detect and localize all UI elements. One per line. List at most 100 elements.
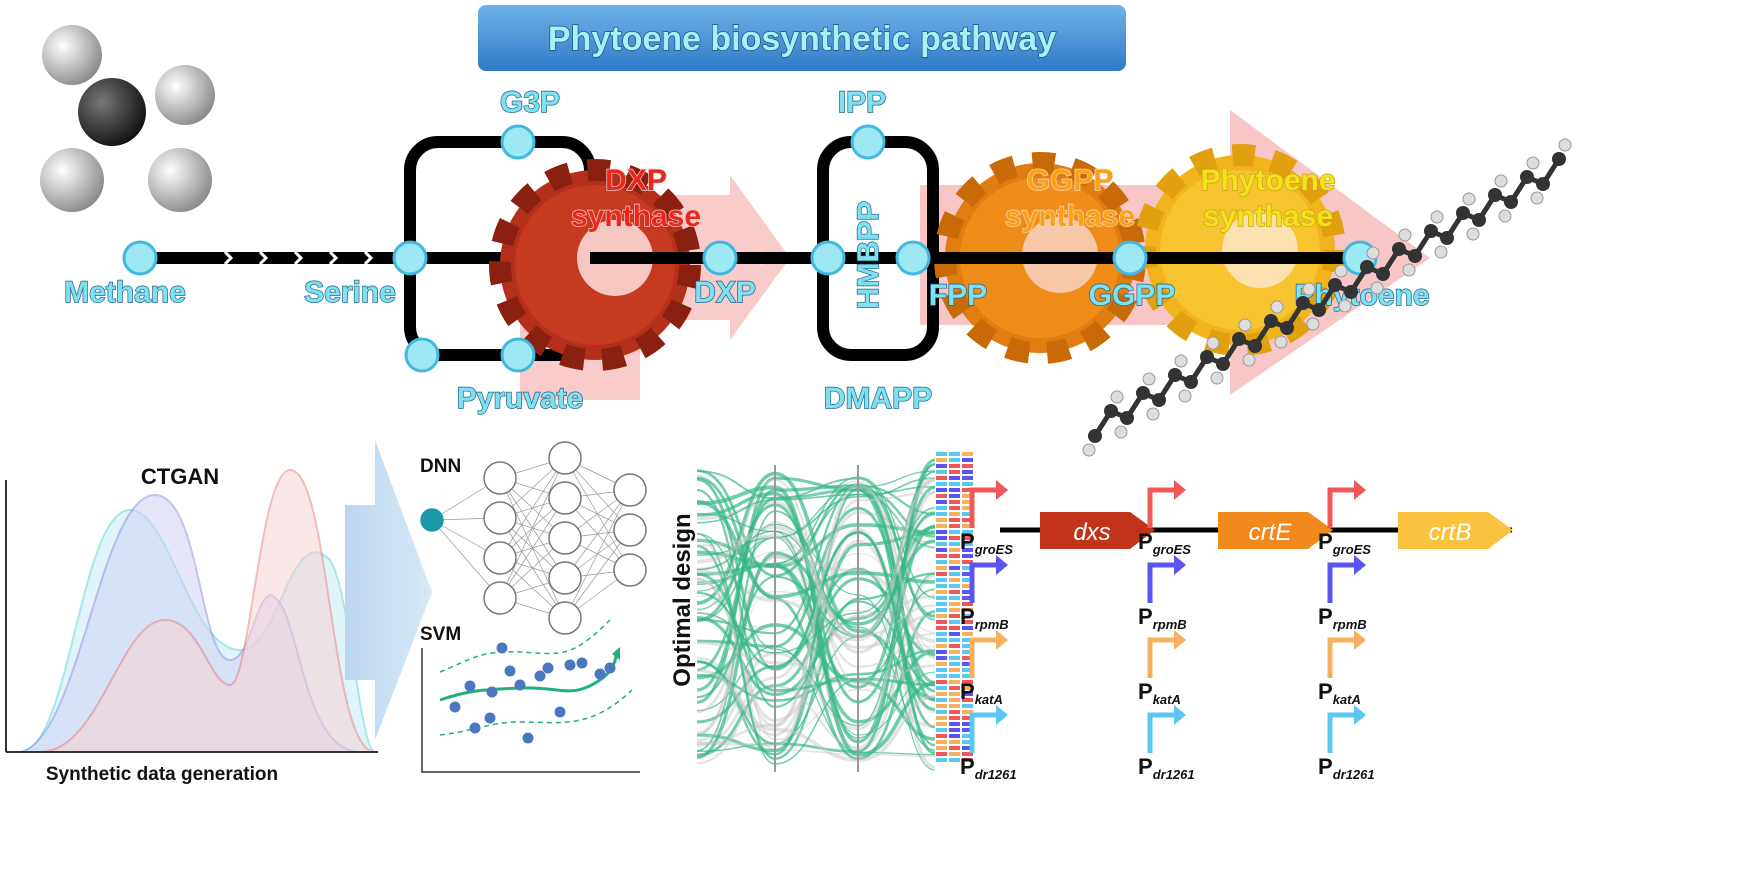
data-point: [504, 665, 516, 677]
design-cell: [962, 716, 973, 720]
design-cell: [949, 560, 960, 564]
data-point: [554, 706, 566, 718]
hydrogen-atom: [1178, 389, 1192, 403]
design-cell: [936, 494, 947, 498]
design-cell: [936, 512, 947, 516]
data-point: [514, 679, 526, 691]
neuron: [548, 561, 582, 595]
promoter-arrowhead-icon: [1354, 705, 1366, 725]
promoter-arrow-icon: [1147, 562, 1176, 603]
design-cell: [949, 458, 960, 462]
promoter-arrow-icon: [969, 712, 998, 753]
gene-name: crtB: [1429, 519, 1472, 546]
design-cell: [949, 662, 960, 666]
design-cell: [949, 590, 960, 594]
flow-line: [696, 527, 936, 769]
design-cell: [936, 482, 947, 486]
flow-line: [696, 476, 936, 638]
hydrogen-atom: [1526, 156, 1540, 170]
design-cell: [949, 692, 960, 696]
neuron: [483, 501, 517, 535]
flow-line: [696, 487, 936, 756]
enzyme-label-phytoene-synthase: Phytoene synthase: [1200, 163, 1336, 233]
hydrogen-atom: [1174, 354, 1188, 368]
data-point: [576, 657, 588, 669]
label-dmapp: DMAPP: [824, 382, 932, 415]
promoter-label: PgroES: [1138, 529, 1191, 557]
design-cell: [936, 566, 947, 570]
design-cell: [949, 656, 960, 660]
hydrogen-atom: [1558, 138, 1572, 152]
promoter-label: Pdr1261: [1318, 754, 1375, 782]
design-cell: [962, 524, 973, 528]
gene-construct: dxs PgroES PrpmB PkatA Pdr1261 crtE PgroES Prpm…: [960, 480, 1513, 782]
design-cell: [949, 566, 960, 570]
design-cell: [962, 614, 973, 618]
ctgan-caption: Synthetic data generation: [46, 764, 278, 785]
design-cell: [949, 506, 960, 510]
data-point: [594, 668, 606, 680]
neuron: [548, 521, 582, 555]
design-cell: [962, 638, 973, 642]
data-point: [486, 686, 498, 698]
title: Phytoene biosynthetic pathway: [548, 20, 1056, 58]
design-cell: [936, 686, 947, 690]
design-cell: [949, 716, 960, 720]
design-cell: [949, 518, 960, 522]
hydrogen-atom: [1206, 336, 1220, 350]
flow-line: [696, 530, 936, 747]
svg-text:synthase: synthase: [1005, 200, 1135, 233]
design-cell: [962, 602, 973, 606]
carbon-atom: [1552, 152, 1566, 166]
hydrogen-atom: [1398, 228, 1412, 242]
hydrogen-atom: [1146, 407, 1160, 421]
hydrogen-atom: [1114, 425, 1128, 439]
data-point: [604, 662, 616, 674]
design-cell: [936, 650, 947, 654]
promoter-arrowhead-icon: [1174, 705, 1186, 725]
data-point: [522, 732, 534, 744]
hydrogen-atom: [1238, 318, 1252, 332]
neuron: [483, 581, 517, 615]
design-cell: [949, 728, 960, 732]
svm-plot: SVM: [420, 619, 640, 773]
svm-label: SVM: [420, 624, 461, 645]
design-cell: [936, 698, 947, 702]
design-cell: [949, 722, 960, 726]
hydrogen-atom: [1462, 192, 1476, 206]
design-cell: [949, 632, 960, 636]
design-cell: [936, 752, 947, 756]
design-cell: [962, 626, 973, 630]
promoter-katA: PkatA: [1318, 630, 1366, 707]
connection: [499, 457, 566, 559]
design-cell: [962, 752, 973, 756]
design-cell: [962, 500, 973, 504]
promoter-rpmB: PrpmB: [960, 555, 1009, 632]
promoter-arrowhead-icon: [1174, 555, 1186, 575]
gene-crtE: crtE: [1218, 512, 1333, 549]
design-cell: [936, 548, 947, 552]
design-cell: [949, 734, 960, 738]
hydrogen-atom: [1302, 282, 1316, 296]
design-cell: [962, 692, 973, 696]
neuron: [613, 513, 647, 547]
dxp-synthase-gear-icon: [489, 159, 701, 371]
design-cell: [949, 470, 960, 474]
neuron: [613, 473, 647, 507]
design-cell: [962, 530, 973, 534]
design-cell: [936, 518, 947, 522]
hydrogen-atom: [1210, 371, 1224, 385]
design-cell: [949, 686, 960, 690]
methane-molecule-image: [40, 25, 215, 212]
promoter-groES: PgroES: [960, 480, 1013, 557]
gene-dxs: dxs: [1040, 512, 1155, 549]
label-fpp: FPP: [929, 279, 987, 312]
data-point: [484, 712, 496, 724]
gene-name: crtE: [1249, 519, 1293, 546]
design-cell: [949, 608, 960, 612]
label-methane: Methane: [64, 276, 186, 309]
flow-arrow: [345, 440, 432, 740]
data-point: [542, 662, 554, 674]
promoter-arrowhead-icon: [1354, 630, 1366, 650]
